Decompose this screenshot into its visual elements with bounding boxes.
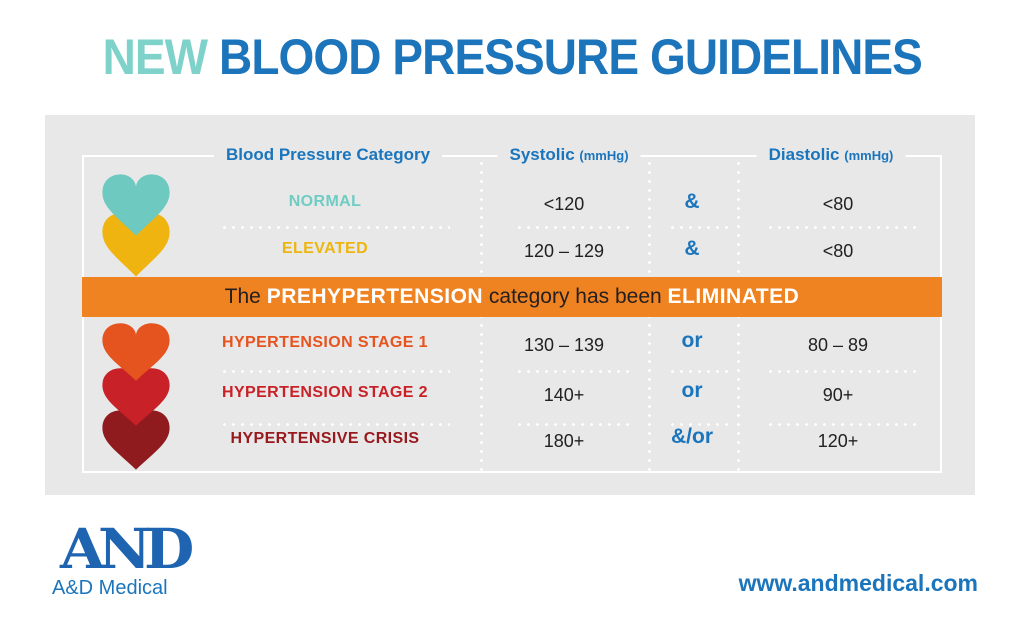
guidelines-panel: Blood Pressure Category Systolic (mmHg) … [45,115,975,495]
heart-icon-normal [102,174,170,236]
row-divider [766,423,918,426]
title-accent: NEW [102,29,207,85]
category-label: NORMAL [288,193,362,210]
banner-text: category has been [483,285,668,308]
row-divider [515,226,632,229]
conjunction: & [684,237,700,260]
row-divider [220,423,450,426]
row-divider [668,226,729,229]
column-header-diastolic-label: Diastolic [768,145,840,164]
systolic-value: <120 [543,194,585,214]
row-divider [668,423,729,426]
column-header-category: Blood Pressure Category [213,143,443,167]
banner-text-emphasis: PREHYPERTENSION [266,285,484,308]
title-main: BLOOD PRESSURE GUIDELINES [206,29,923,85]
conjunction: &/or [671,425,713,448]
heart-icon-stage1 [102,323,170,381]
diastolic-value: 120+ [817,431,859,451]
prehypertension-banner: The PREHYPERTENSION category has been EL… [82,277,942,317]
category-label: ELEVATED [281,240,369,257]
banner-text: The [224,285,267,308]
systolic-value: 130 – 139 [523,335,605,355]
category-label: HYPERTENSION STAGE 2 [222,384,428,401]
banner-text-emphasis: ELIMINATED [667,285,800,308]
website-url: www.andmedical.com [738,570,978,596]
conjunction: or [681,329,703,352]
category-label: HYPERTENSION STAGE 1 [222,334,428,351]
diastolic-value: 90+ [822,385,854,405]
conjunction: or [681,379,703,402]
page-title: NEW BLOOD PRESSURE GUIDELINES [0,30,1024,85]
category-label: HYPERTENSIVE CRISIS [230,430,420,447]
systolic-value: 120 – 129 [523,241,605,261]
row-divider [668,370,729,373]
diastolic-value: <80 [822,241,854,261]
column-header-systolic-unit: (mmHg) [579,148,629,163]
column-header-diastolic: Diastolic (mmHg) [756,143,906,167]
diastolic-value: <80 [822,194,854,214]
systolic-value: 180+ [543,431,585,451]
heart-icon-elevated [102,213,170,277]
conjunction: & [684,190,700,213]
row-divider [766,370,918,373]
row-divider [766,226,918,229]
heart-icon-crisis [102,410,170,470]
column-header-systolic-label: Systolic [509,145,575,164]
row-divider [515,370,632,373]
row-divider [515,423,632,426]
column-header-systolic: Systolic (mmHg) [497,143,641,167]
diastolic-value: 80 – 89 [807,335,869,355]
heart-icon-stage2 [102,368,170,426]
column-header-category-label: Blood Pressure Category [225,145,431,164]
brand-name: A&D Medical [52,577,168,599]
systolic-value: 140+ [543,385,585,405]
row-divider [220,226,450,229]
and-logo: AND [60,516,194,582]
row-divider [220,370,450,373]
column-header-diastolic-unit: (mmHg) [844,148,894,163]
